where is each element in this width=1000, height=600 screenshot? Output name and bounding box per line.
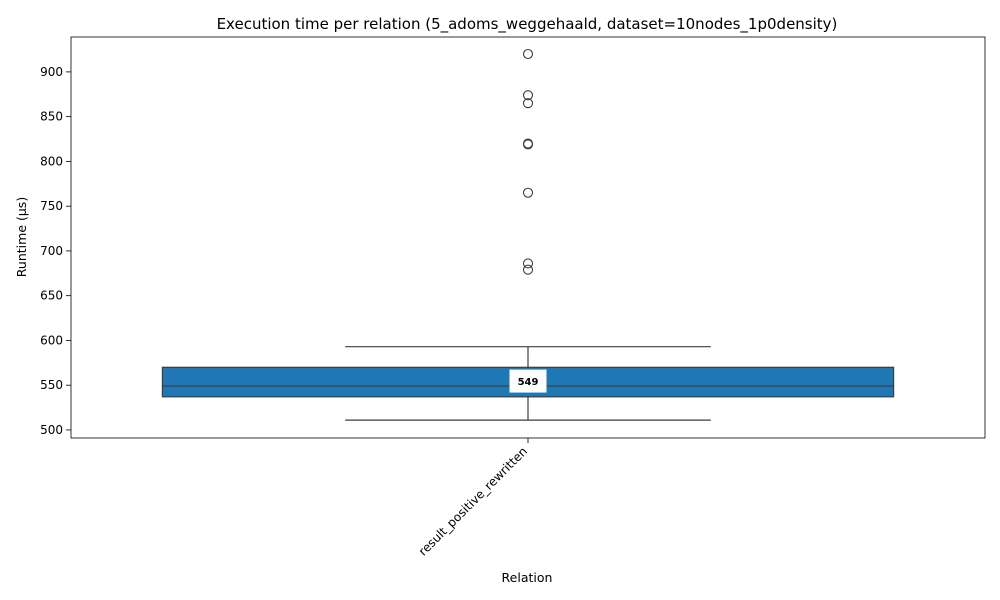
y-tick-label: 500 — [40, 423, 63, 437]
chart-title: Execution time per relation (5_adoms_weg… — [217, 15, 838, 34]
outlier-point — [522, 48, 534, 60]
y-axis: 500 550 600 650 700 750 800 850 900 — [40, 65, 71, 437]
outlier-point — [522, 258, 534, 269]
y-tick-label: 600 — [40, 333, 63, 347]
x-axis: result_positive_rewritten — [416, 438, 530, 558]
median-value-label: 549 — [518, 377, 539, 388]
y-tick-label: 750 — [40, 199, 63, 213]
outlier-point — [522, 98, 534, 109]
box-series: 549 — [161, 48, 895, 421]
y-axis-label: Runtime (µs) — [14, 197, 29, 277]
y-tick-label: 700 — [40, 244, 63, 258]
outlier-point — [522, 90, 534, 101]
x-tick-label: result_positive_rewritten — [416, 444, 530, 558]
outlier-point — [522, 264, 534, 275]
y-tick-label: 900 — [40, 65, 63, 79]
median-label-background — [509, 369, 547, 393]
y-tick-label: 550 — [40, 378, 63, 392]
x-axis-label: Relation — [502, 570, 553, 585]
outlier-point — [522, 187, 534, 198]
y-tick-label: 850 — [40, 110, 63, 124]
y-tick-label: 800 — [40, 154, 63, 168]
y-tick-label: 650 — [40, 289, 63, 303]
outlier-point — [522, 138, 534, 149]
